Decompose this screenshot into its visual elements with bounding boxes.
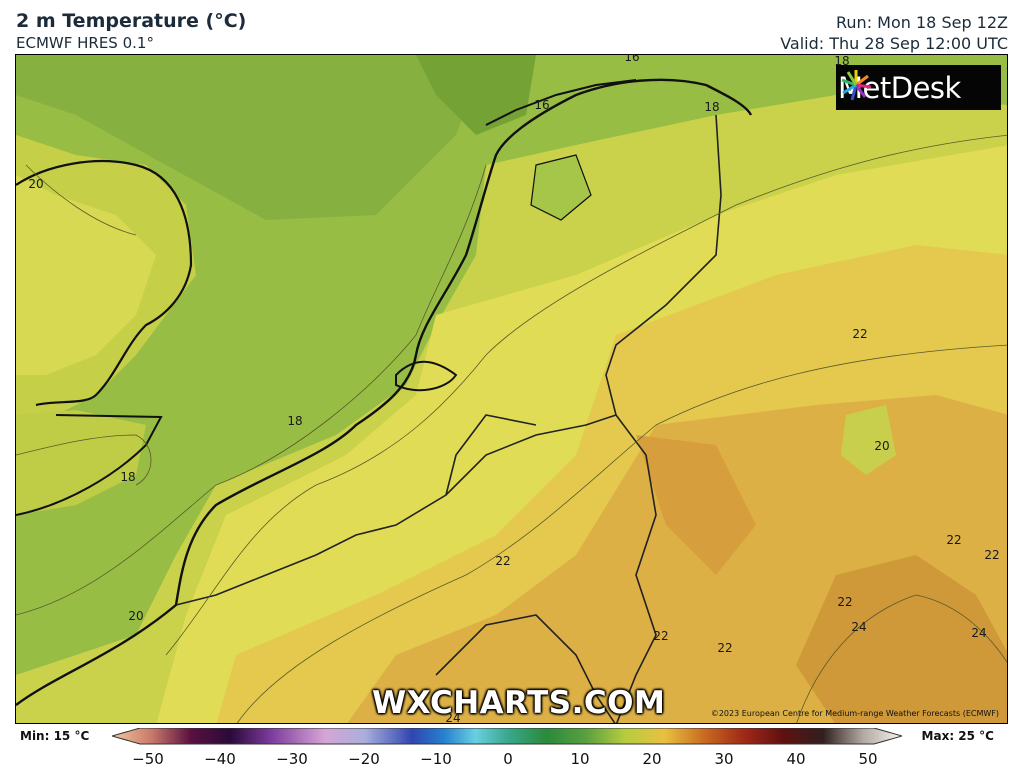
- contour-label: 22: [837, 595, 853, 609]
- contour-label: 16: [624, 54, 640, 64]
- colorbar-tick: 20: [642, 750, 662, 768]
- colorbar-tick: 40: [786, 750, 806, 768]
- contour-label: 18: [287, 414, 303, 428]
- national-border-west: [175, 114, 722, 606]
- hot-patch-ardennes: [636, 435, 756, 575]
- contour-18: [16, 164, 487, 616]
- continental-coastline: [16, 78, 753, 706]
- contour-label: 22: [495, 554, 511, 568]
- border-france-switz: [435, 614, 616, 723]
- contour-label: 18: [704, 100, 720, 114]
- copyright-notice: ©2023 European Centre for Medium-range W…: [710, 709, 999, 718]
- metdesk-logo: MetDesk: [836, 65, 1001, 110]
- model-name: ECMWF HRES 0.1°: [16, 34, 154, 52]
- land-hottest-region: [796, 555, 1007, 723]
- kent-coastline: [16, 414, 163, 516]
- contour-label: 24: [851, 620, 867, 634]
- map-canvas: [16, 55, 1007, 723]
- border-belgium-netherlands: [445, 414, 537, 496]
- cool-sea-region: [16, 55, 486, 220]
- wadden-islands: [485, 79, 637, 126]
- contour-label: 22: [984, 548, 1000, 562]
- contour-label: 24: [971, 626, 987, 640]
- colorbar-tick: 50: [858, 750, 878, 768]
- contour-england-20: [25, 164, 137, 236]
- map-title: 2 m Temperature (°C): [16, 10, 247, 32]
- contour-label: 20: [874, 439, 890, 453]
- contour-label: 22: [946, 533, 962, 547]
- contour-label: 20: [128, 609, 144, 623]
- ijsselmeer: [530, 154, 592, 221]
- colorbar-tick: 10: [570, 750, 590, 768]
- england-coastline: [16, 159, 193, 407]
- zeeland-estuary: [395, 360, 458, 392]
- colorbar-tick: 30: [714, 750, 734, 768]
- colorbar-tick: −30: [276, 750, 308, 768]
- watermark: WXCHARTS.COM: [372, 685, 666, 721]
- colorbar-tick: −40: [204, 750, 236, 768]
- colorbar-tick: −50: [132, 750, 164, 768]
- contour-label: 24: [445, 711, 461, 724]
- contour-label: 16: [534, 98, 550, 112]
- contour-label: 18: [120, 470, 136, 484]
- border-lux-germany: [615, 414, 657, 723]
- contour-label: 18: [834, 54, 850, 68]
- valid-time: Valid: Thu 28 Sep 12:00 UTC: [780, 34, 1008, 53]
- contour-20: [165, 134, 1007, 656]
- contour-england-18: [16, 434, 152, 486]
- starburst-logo-icon: [841, 70, 872, 101]
- contour-24: [796, 594, 1007, 723]
- colorbar-gradient: [112, 728, 902, 745]
- england-warm: [16, 175, 156, 375]
- colorbar-max-label: Max: 25 °C: [921, 729, 994, 743]
- contour-label: 20: [28, 177, 44, 191]
- cool-patch-hills: [841, 405, 896, 475]
- temperature-map[interactable]: MetDesk WXCHARTS.COM ©2023 European Cent…: [15, 54, 1008, 724]
- contour-label: 22: [653, 629, 669, 643]
- colorbar: [112, 728, 902, 745]
- colorbar-min-label: Min: 15 °C: [20, 729, 90, 743]
- run-time: Run: Mon 18 Sep 12Z: [836, 13, 1008, 32]
- contour-label: 22: [852, 327, 868, 341]
- colorbar-tick: 0: [503, 750, 513, 768]
- colorbar-tick: −10: [420, 750, 452, 768]
- contour-label: 22: [717, 641, 733, 655]
- contour-22: [236, 344, 1007, 723]
- colorbar-tick: −20: [348, 750, 380, 768]
